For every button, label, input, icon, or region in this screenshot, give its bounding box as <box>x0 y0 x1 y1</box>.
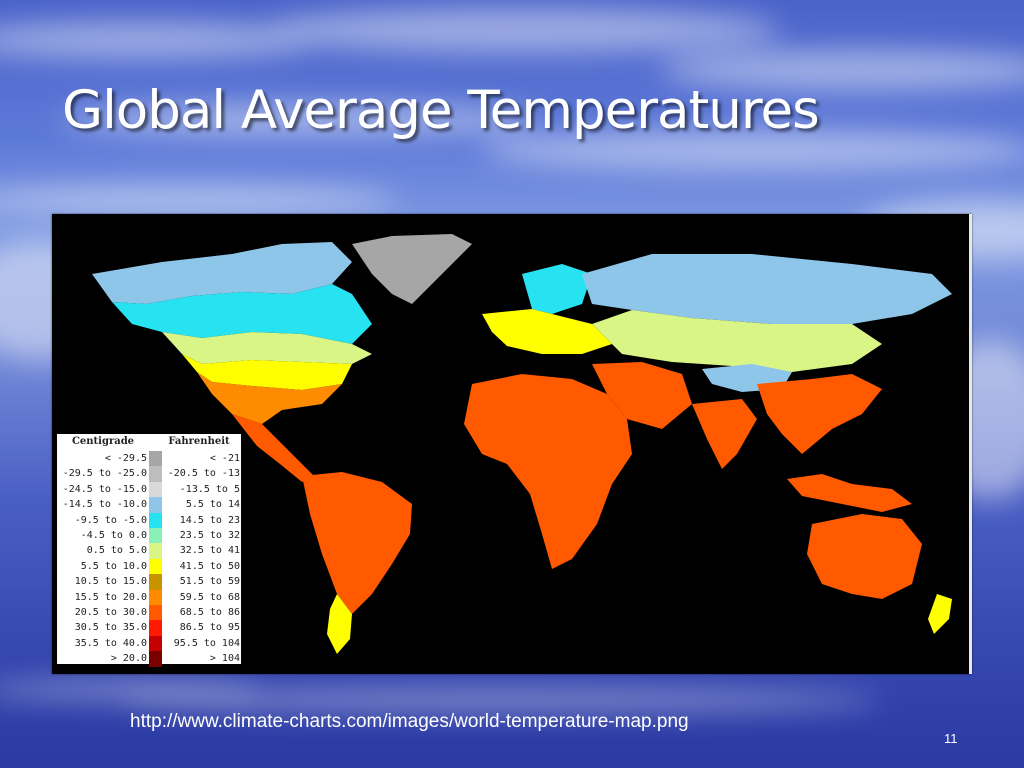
legend-fahrenheit-range: 23.5 to 32 <box>179 530 240 541</box>
legend-row: 5.5 to 10.0 41.5 to 50 <box>57 558 241 575</box>
legend-centigrade-range: -29.5 to -25.0 <box>62 468 147 480</box>
legend-row: 35.5 to 40.0 95.5 to 104 <box>57 635 241 652</box>
legend-color-swatch <box>149 635 162 652</box>
legend-color-swatch <box>149 528 162 544</box>
legend-fahrenheit-range: 41.5 to 50 <box>179 560 240 572</box>
region-middle-east <box>592 362 692 429</box>
region-patagonia <box>327 594 352 654</box>
legend-fahrenheit-range: 68.5 to 86 <box>179 607 240 618</box>
region-scandinavia <box>522 264 592 314</box>
legend-row: < -29.5 < -21 <box>57 451 241 467</box>
legend-row: -14.5 to -10.0 5.5 to 14 <box>57 497 241 513</box>
region-africa <box>464 374 632 569</box>
legend-row: 15.5 to 20.0 59.5 to 68 <box>57 589 241 605</box>
legend-color-swatch <box>149 620 162 636</box>
slide-number: 11 <box>944 731 958 746</box>
legend-color-swatch <box>149 558 162 575</box>
legend-centigrade-range: > 20.0 <box>110 653 147 665</box>
legend-fahrenheit-range: < -21 <box>209 453 240 464</box>
legend-centigrade-range: -14.5 to -10.0 <box>62 499 147 511</box>
legend-fahrenheit-range: 59.5 to 68 <box>179 591 240 603</box>
legend-centigrade-header: Centigrade <box>71 436 135 447</box>
legend-centigrade-range: 35.5 to 40.0 <box>74 637 147 649</box>
legend-fahrenheit-range: 5.5 to 14 <box>185 499 240 511</box>
legend-row: > 20.0 > 104 <box>57 651 241 667</box>
legend-color-swatch <box>149 512 162 528</box>
legend-color-swatch <box>149 543 162 559</box>
legend-centigrade-range: 15.5 to 20.0 <box>74 591 147 603</box>
legend-color-swatch <box>149 589 162 605</box>
region-united-states <box>182 354 352 390</box>
legend-fahrenheit-range: 95.5 to 104 <box>173 637 240 649</box>
world-map-svg <box>92 234 952 654</box>
legend-centigrade-range: 5.5 to 10.0 <box>80 560 147 572</box>
legend-color-swatch <box>149 466 162 482</box>
legend-row: -24.5 to -15.0 -13.5 to 5 <box>57 481 241 498</box>
legend-color-swatch <box>149 497 162 513</box>
legend-centigrade-range: -24.5 to -15.0 <box>62 483 147 495</box>
legend-fahrenheit-range: -20.5 to -13 <box>167 468 240 480</box>
legend-color-swatch <box>149 451 162 467</box>
region-southeast-asia <box>757 374 882 454</box>
legend-row: 20.5 to 30.0 68.5 to 86 <box>57 605 241 621</box>
legend-fahrenheit-range: > 104 <box>209 653 240 665</box>
legend-color-swatch <box>149 481 162 498</box>
region-south-america <box>302 472 412 614</box>
legend-row: 0.5 to 5.0 32.5 to 41 <box>57 543 241 559</box>
region-europe <box>482 309 612 354</box>
legend-centigrade-range: 20.5 to 30.0 <box>74 607 147 618</box>
legend-fahrenheit-range: -13.5 to 5 <box>179 483 240 495</box>
legend-color-swatch <box>149 651 162 667</box>
legend-fahrenheit-range: 86.5 to 95 <box>179 622 240 634</box>
region-new-zealand <box>928 594 952 634</box>
temperature-legend: Centigrade Fahrenheit < -29.5 < -21 -29.5 … <box>57 434 241 667</box>
legend-row: -9.5 to -5.0 14.5 to 23 <box>57 512 241 528</box>
legend-fahrenheit-range: 32.5 to 41 <box>179 545 240 557</box>
legend-row: -29.5 to -25.0 -20.5 to -13 <box>57 466 241 482</box>
legend-centigrade-range: 0.5 to 5.0 <box>86 545 147 557</box>
region-central-asia <box>592 310 882 372</box>
legend-fahrenheit-range: 51.5 to 59 <box>179 576 240 588</box>
legend-color-swatch <box>149 605 162 621</box>
legend-fahrenheit-range: 14.5 to 23 <box>179 514 240 526</box>
source-url: http://www.climate-charts.com/images/wor… <box>130 711 689 732</box>
legend-fahrenheit-header: Fahrenheit <box>168 436 230 447</box>
legend-centigrade-range: 10.5 to 15.0 <box>74 576 147 588</box>
region-greenland <box>352 234 472 304</box>
region-canada <box>112 284 372 344</box>
region-southern-us-mexico <box>197 372 342 424</box>
region-north-america-temperate <box>162 332 372 364</box>
slide-title: Global Average Temperatures <box>62 80 820 141</box>
legend-color-swatch <box>149 574 162 590</box>
legend-row: -4.5 to 0.0 23.5 to 32 <box>57 528 241 544</box>
map-image-edge <box>969 214 972 674</box>
legend-centigrade-range: < -29.5 <box>104 453 147 464</box>
legend-centigrade-range: -9.5 to -5.0 <box>74 514 147 526</box>
region-indonesia <box>787 474 912 512</box>
region-siberia <box>582 254 952 324</box>
legend-centigrade-range: 30.5 to 35.0 <box>74 622 147 634</box>
legend-row: 30.5 to 35.0 86.5 to 95 <box>57 620 241 636</box>
region-australia <box>807 514 922 599</box>
legend-centigrade-range: -4.5 to 0.0 <box>80 530 147 541</box>
legend-row: 10.5 to 15.0 51.5 to 59 <box>57 574 241 590</box>
region-north-america-arctic <box>92 242 352 304</box>
region-india <box>692 399 757 469</box>
region-central-america <box>232 414 314 482</box>
